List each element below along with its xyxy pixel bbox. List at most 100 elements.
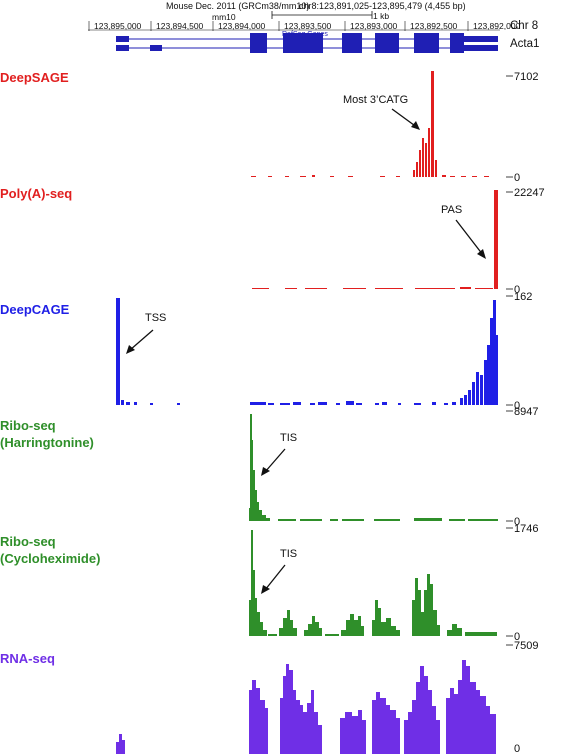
track-ymin: 0 — [514, 516, 520, 528]
arrow-head-icon — [411, 121, 420, 130]
gene-name-label: Acta1 — [510, 38, 539, 50]
annotation-pas: PAS — [441, 204, 462, 216]
exon — [342, 43, 362, 53]
annotation-tis: TIS — [280, 432, 297, 444]
exon — [283, 33, 323, 45]
signal-bar — [442, 175, 446, 177]
track-ribo-seq-harringtonine: Ribo-seq (Harringtonine) 8947 0 TIS — [0, 406, 538, 528]
arrow-shaft — [129, 329, 154, 351]
signal-area — [446, 660, 496, 754]
signal-bar — [252, 288, 269, 289]
arrow-shaft — [455, 219, 484, 256]
exon — [414, 33, 439, 45]
signal-bar — [494, 190, 498, 289]
signal-area — [249, 680, 268, 754]
arrow-head-icon — [126, 345, 135, 354]
track-label: RNA-seq — [0, 651, 55, 666]
signal-bar — [251, 176, 256, 177]
signal-bar — [116, 298, 120, 405]
signal-bar — [414, 403, 421, 405]
signal-bar — [342, 519, 364, 521]
signal-bar — [435, 160, 437, 177]
chromosome-label: Chr 8 — [510, 20, 538, 32]
track-polya-seq: Poly(A)-seq 22247 0 PAS — [0, 186, 545, 296]
signal-bar — [268, 403, 274, 405]
exon — [116, 36, 129, 42]
signal-bar — [465, 632, 497, 636]
signal-bar — [250, 402, 266, 405]
signal-area — [279, 610, 297, 636]
signal-bar — [121, 400, 124, 405]
exon — [375, 43, 399, 53]
signal-bar — [468, 519, 498, 521]
exon — [450, 33, 464, 45]
signal-bar — [285, 288, 297, 289]
coord-label: 123,894,500 — [156, 21, 204, 31]
signal-bar — [428, 128, 430, 177]
signal-bar — [268, 176, 272, 177]
signal-bars — [268, 632, 497, 636]
signal-bar — [425, 143, 427, 177]
signal-bar — [431, 71, 434, 177]
arrow-shaft — [264, 564, 286, 591]
track-label: DeepCAGE — [0, 302, 70, 317]
signal-bar — [450, 176, 455, 177]
coord-label: 123,892,000 — [473, 21, 521, 31]
signal-area — [304, 616, 322, 636]
signal-bars — [252, 190, 498, 289]
signal-area — [116, 734, 125, 754]
arrow-head-icon — [261, 467, 270, 476]
track-ymax: 162 — [514, 291, 532, 303]
arrow-head-icon — [261, 585, 270, 594]
signal-bar — [343, 288, 366, 289]
signal-bar — [150, 403, 153, 405]
signal-bar — [398, 403, 401, 405]
signal-bar — [460, 287, 471, 289]
signal-bar — [356, 403, 362, 405]
signal-area — [412, 574, 440, 636]
signal-bars — [278, 518, 498, 521]
signal-bar — [310, 403, 315, 405]
signal-area — [447, 624, 462, 636]
exon — [250, 43, 267, 53]
signal-bars — [251, 71, 489, 177]
scale-label: 1 kb — [373, 11, 389, 21]
track-ymax: 1746 — [514, 523, 538, 535]
track-label: DeepSAGE — [0, 70, 69, 85]
signal-area — [341, 614, 364, 636]
track-label-sub: (Harringtonine) — [0, 435, 94, 450]
track-ymin: 0 — [514, 743, 520, 754]
gene-model-transcript-2 — [116, 43, 498, 53]
signal-bar — [325, 634, 339, 636]
signal-bar — [380, 176, 385, 177]
assembly-title: Mouse Dec. 2011 (GRCm38/mm10) — [166, 1, 309, 11]
exon — [150, 45, 162, 51]
track-ymax: 22247 — [514, 187, 545, 199]
track-label: Poly(A)-seq — [0, 186, 72, 201]
signal-bar — [484, 176, 489, 177]
coord-label: 123,892,500 — [410, 21, 458, 31]
signal-bar — [444, 403, 448, 405]
signal-bar — [268, 634, 277, 636]
exon — [464, 36, 498, 42]
exon — [375, 33, 399, 45]
exon — [283, 43, 323, 53]
signal-bar — [134, 402, 137, 405]
signal-area — [372, 692, 400, 754]
browser-header: Mouse Dec. 2011 (GRCm38/mm10) chr8:123,8… — [88, 1, 539, 53]
signal-bar — [330, 519, 338, 521]
track-ymax: 7102 — [514, 71, 538, 83]
signal-bar — [449, 519, 465, 521]
signal-bar — [126, 402, 130, 405]
signal-bar — [490, 318, 493, 405]
signal-bar — [318, 402, 327, 405]
coord-label: 123,893,500 — [284, 21, 332, 31]
coordinate-labels: 123,895,000 123,894,500 123,894,000 123,… — [88, 21, 521, 31]
signal-bar — [278, 519, 296, 521]
track-ymax: 8947 — [514, 406, 538, 418]
exon — [464, 45, 498, 51]
signal-bar — [452, 402, 456, 405]
arrow-shaft — [264, 448, 286, 473]
signal-bar — [293, 402, 301, 405]
signal-bar — [346, 401, 354, 405]
